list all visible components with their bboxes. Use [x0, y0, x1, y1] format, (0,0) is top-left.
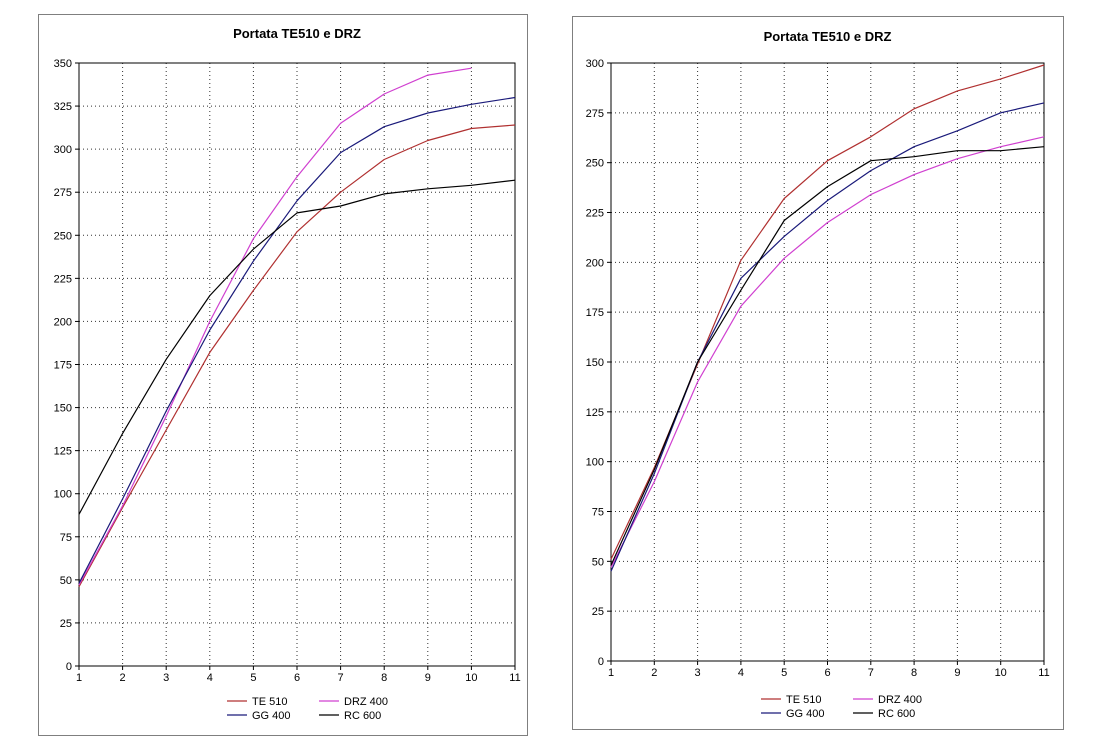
y-tick-label: 150 — [54, 403, 72, 415]
y-tick-label: 350 — [54, 58, 72, 70]
y-tick-label: 100 — [586, 457, 604, 469]
chart-panel-left: Portata TE510 e DRZ 0 25 50 75 100 125 150 175 20… — [38, 14, 528, 736]
series-line-te-510 — [78, 124, 516, 587]
legend-label-gg-400: GG 400 — [786, 708, 825, 720]
y-tick-label: 100 — [54, 489, 72, 501]
plot-frame — [610, 62, 1045, 662]
y-tick-label: 125 — [54, 446, 72, 458]
y-tick-label: 175 — [586, 307, 604, 319]
y-tick-label: 50 — [60, 575, 72, 587]
x-tick-label: 8 — [911, 667, 917, 679]
y-tick-label: 225 — [54, 273, 72, 285]
y-tick-label: 0 — [598, 656, 604, 668]
y-tick-label: 300 — [54, 144, 72, 156]
legend-label-gg-400: GG 400 — [252, 710, 291, 722]
chart-title: Portata TE510 e DRZ — [764, 29, 892, 44]
y-tick-label: 25 — [60, 618, 72, 630]
y-tick-label: 175 — [54, 360, 72, 372]
y-tick-label: 200 — [586, 257, 604, 269]
y-tick-label: 0 — [66, 661, 72, 673]
y-tick-label: 275 — [586, 108, 604, 120]
x-tick-label: 10 — [995, 667, 1007, 679]
x-tick-label: 10 — [465, 672, 477, 684]
series-line-gg-400 — [78, 96, 516, 584]
chart-panel-right: Portata TE510 e DRZ 0 25 50 75 100 125 150 175 20… — [572, 16, 1064, 730]
line-chart-left: Portata TE510 e DRZ025507510012515017520… — [54, 26, 521, 722]
x-tick-label: 5 — [250, 672, 256, 684]
legend-label-te-510: TE 510 — [252, 696, 287, 708]
x-tick-label: 11 — [509, 672, 520, 684]
series-line-drz-400 — [610, 136, 1045, 568]
x-tick-label: 7 — [868, 667, 874, 679]
legend-label-rc-600: RC 600 — [878, 708, 915, 720]
y-tick-label: 275 — [54, 187, 72, 199]
y-tick-label: 125 — [586, 407, 604, 419]
x-tick-label: 4 — [738, 667, 744, 679]
series-line-rc-600 — [78, 179, 516, 515]
y-tick-label: 300 — [586, 58, 604, 70]
y-tick-label: 225 — [586, 208, 604, 220]
x-tick-label: 7 — [338, 672, 344, 684]
legend-label-drz-400: DRZ 400 — [878, 694, 922, 706]
x-tick-label: 4 — [207, 672, 213, 684]
legend-label-drz-400: DRZ 400 — [344, 696, 388, 708]
x-tick-label: 6 — [294, 672, 300, 684]
y-tick-label: 75 — [592, 507, 604, 519]
y-tick-label: 150 — [586, 357, 604, 369]
x-tick-label: 6 — [824, 667, 830, 679]
x-tick-label: 2 — [651, 667, 657, 679]
y-tick-label: 325 — [54, 101, 72, 113]
x-tick-label: 11 — [1038, 667, 1049, 679]
y-tick-label: 75 — [60, 532, 72, 544]
x-tick-label: 2 — [120, 672, 126, 684]
plot-frame — [78, 62, 516, 667]
line-chart-right: Portata TE510 e DRZ025507510012515017520… — [586, 29, 1050, 720]
x-tick-label: 3 — [695, 667, 701, 679]
y-tick-label: 25 — [592, 606, 604, 618]
y-tick-label: 250 — [54, 230, 72, 242]
x-tick-label: 5 — [781, 667, 787, 679]
chart-title: Portata TE510 e DRZ — [233, 26, 361, 41]
x-tick-label: 3 — [163, 672, 169, 684]
x-tick-label: 9 — [954, 667, 960, 679]
x-tick-label: 9 — [425, 672, 431, 684]
x-tick-label: 8 — [381, 672, 387, 684]
y-tick-label: 200 — [54, 316, 72, 328]
y-tick-label: 250 — [586, 158, 604, 170]
series-line-drz-400 — [78, 67, 472, 586]
legend-label-rc-600: RC 600 — [344, 710, 381, 722]
x-tick-label: 1 — [608, 667, 614, 679]
y-tick-label: 50 — [592, 556, 604, 568]
x-tick-label: 1 — [76, 672, 82, 684]
legend-label-te-510: TE 510 — [786, 694, 821, 706]
series-line-rc-600 — [610, 146, 1045, 566]
